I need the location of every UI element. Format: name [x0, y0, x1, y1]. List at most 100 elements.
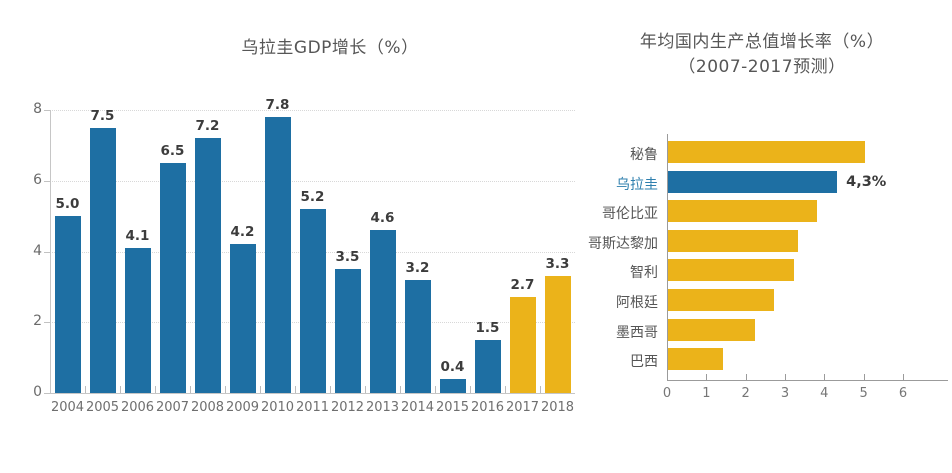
bar-value-label-2011: 5.2 — [300, 189, 325, 206]
country-label-4: 智利 — [630, 265, 658, 282]
right-x-tick-1 — [706, 374, 708, 380]
x-axis-boundary-tick-7 — [295, 386, 296, 393]
x-axis-label-2004: 2004 — [50, 400, 85, 415]
x-axis-boundary-tick-8 — [330, 386, 331, 393]
x-axis-label-2015: 2015 — [435, 400, 470, 415]
gridline-8 — [50, 110, 575, 111]
x-axis-label-2008: 2008 — [190, 400, 225, 415]
bar-value-label-2016: 1.5 — [475, 319, 500, 336]
year-bar-2007 — [159, 163, 186, 393]
year-bar-2006 — [124, 247, 151, 393]
y-axis-label-0: 0 — [33, 384, 42, 400]
year-bar-2008 — [194, 138, 221, 393]
country-bar-2 — [668, 200, 818, 223]
year-bar-2009 — [229, 244, 256, 393]
x-axis-boundary-tick-4 — [190, 386, 191, 393]
right-x-label-1: 1 — [702, 386, 711, 401]
year-bar-2018 — [544, 276, 571, 393]
bar-value-label-2007: 6.5 — [160, 143, 185, 160]
right-x-axis-line — [667, 380, 948, 381]
bar-value-label-2012: 3.5 — [335, 249, 360, 266]
year-bar-2013 — [369, 230, 396, 393]
y-axis-label-4: 4 — [33, 242, 42, 259]
country-label-7: 巴西 — [630, 354, 658, 371]
x-axis-line — [50, 393, 575, 394]
x-axis-label-2018: 2018 — [540, 400, 575, 415]
right-x-tick-4 — [824, 374, 826, 380]
year-bar-2016 — [474, 339, 501, 393]
x-axis-label-2006: 2006 — [120, 400, 155, 415]
right-x-label-6: 6 — [898, 386, 908, 401]
right-chart-title: 年均国内生产总值增长率（%） （2007-2017预测） — [612, 30, 912, 80]
year-bar-2014 — [404, 279, 431, 393]
bar-value-label-2017: 2.7 — [510, 277, 535, 294]
bar-value-label-2014: 3.2 — [405, 259, 430, 276]
country-bar-3 — [668, 229, 798, 252]
x-axis-label-2010: 2010 — [260, 400, 295, 415]
year-bar-2017 — [509, 297, 536, 393]
x-axis-boundary-tick-12 — [470, 386, 471, 393]
x-axis-boundary-tick-2 — [120, 386, 121, 393]
y-axis-tick-6 — [44, 180, 50, 182]
right-x-label-5: 5 — [859, 386, 868, 401]
right-x-label-0: 0 — [662, 386, 672, 401]
country-bar-1 — [668, 170, 838, 193]
year-bar-2011 — [299, 209, 326, 393]
y-axis-tick-2 — [44, 322, 50, 324]
right-x-label-2: 2 — [741, 386, 750, 401]
bar-value-label-2013: 4.6 — [370, 210, 395, 227]
right-x-label-3: 3 — [780, 386, 790, 401]
y-axis-line — [50, 110, 51, 393]
bar-value-label-2005: 7.5 — [90, 107, 115, 124]
country-bar-0 — [668, 141, 865, 163]
x-axis-boundary-tick-11 — [435, 386, 436, 393]
country-bar-6 — [668, 318, 755, 341]
country-bar-4 — [668, 259, 794, 282]
x-axis-boundary-tick-14 — [540, 386, 541, 393]
x-axis-boundary-tick-6 — [260, 386, 261, 393]
year-bar-2005 — [89, 127, 116, 393]
bar-value-label-2010: 7.8 — [265, 97, 290, 114]
x-axis-label-2012: 2012 — [330, 400, 365, 415]
right-x-tick-5 — [863, 374, 865, 380]
x-axis-label-2009: 2009 — [225, 400, 260, 415]
year-bar-2012 — [334, 269, 361, 393]
country-label-5: 阿根廷 — [616, 295, 658, 311]
y-axis-tick-4 — [44, 251, 50, 253]
country-label-1: 乌拉圭 — [616, 176, 658, 193]
right-x-label-4: 4 — [820, 386, 829, 401]
x-axis-boundary-tick-3 — [155, 386, 156, 393]
year-bar-2004 — [54, 216, 81, 393]
x-axis-boundary-tick-9 — [365, 386, 366, 393]
bar-value-label-2008: 7.2 — [195, 118, 220, 135]
right-chart-title-line2: （2007-2017预测） — [678, 57, 846, 77]
y-axis-label-6: 6 — [33, 171, 42, 188]
x-axis-label-2005: 2005 — [85, 400, 120, 415]
country-bar-7 — [668, 348, 724, 371]
x-axis-boundary-tick-13 — [505, 386, 506, 393]
x-axis-label-2013: 2013 — [365, 400, 400, 415]
y-axis-label-8: 8 — [33, 101, 42, 117]
x-axis-boundary-tick-10 — [400, 386, 401, 393]
x-axis-label-2017: 2017 — [505, 400, 540, 415]
x-axis-boundary-tick-1 — [85, 386, 86, 393]
country-bar-5 — [668, 289, 775, 311]
year-bar-2015 — [439, 378, 466, 393]
y-axis-tick-8 — [44, 110, 50, 111]
bar-value-label-2018: 3.3 — [545, 256, 570, 273]
bar-value-label-2009: 4.2 — [230, 224, 255, 241]
highlight-value-label: 4,3% — [846, 173, 887, 190]
right-y-axis-line — [667, 134, 668, 380]
right-x-tick-2 — [745, 374, 747, 380]
gridline-6 — [50, 180, 575, 182]
right-x-tick-6 — [902, 374, 904, 380]
left-chart-title: 乌拉圭GDP增长（%） — [241, 38, 419, 58]
bar-value-label-2006: 4.1 — [125, 227, 150, 244]
country-label-2: 哥伦比亚 — [602, 206, 658, 223]
country-label-6: 墨西哥 — [616, 324, 658, 341]
right-chart-title-line1: 年均国内生产总值增长率（%） — [639, 32, 885, 52]
x-axis-boundary-tick-5 — [225, 386, 226, 393]
